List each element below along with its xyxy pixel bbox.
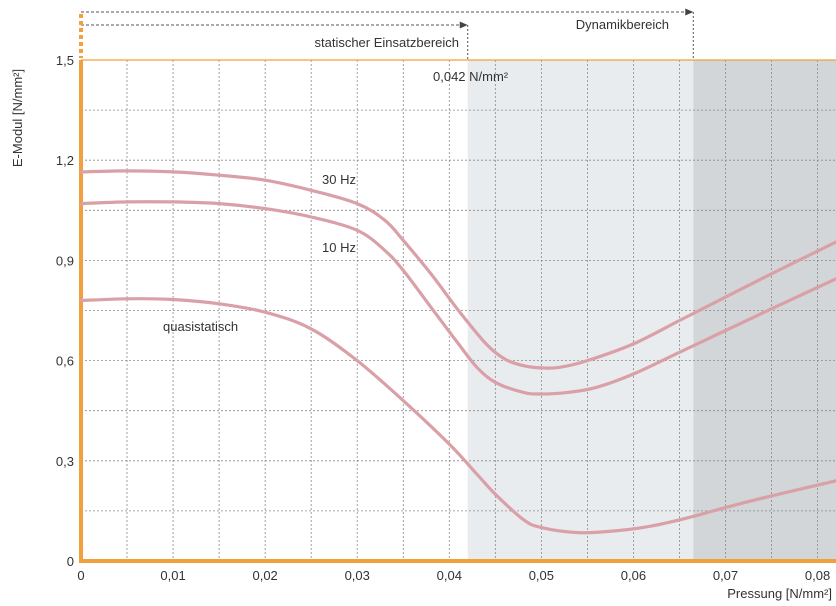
x-tick-label: 0,03	[345, 568, 370, 583]
x-tick-label: 0,07	[713, 568, 738, 583]
series-label-quasistatisch: quasistatisch	[163, 319, 238, 334]
series-line-30-hz	[79, 169, 836, 370]
dynamic-range-label: Dynamikbereich	[576, 17, 669, 32]
y-tick-label: 1,2	[56, 153, 74, 168]
y-tick-label: 0,9	[56, 253, 74, 268]
x-tick-label: 0,05	[529, 568, 554, 583]
series-label-30hz: 30 Hz	[322, 172, 356, 187]
y-tick-label: 0	[67, 554, 74, 569]
x-axis-title: Pressung [N/mm²]	[727, 586, 832, 601]
x-tick-label: 0	[77, 568, 84, 583]
threshold-annotation: 0,042 N/mm²	[433, 69, 509, 84]
y-tick-label: 1,5	[56, 53, 74, 68]
static-range-label: statischer Einsatzbereich	[314, 35, 459, 50]
x-tick-label: 0,06	[621, 568, 646, 583]
range-indicators	[81, 8, 694, 60]
grid	[81, 59, 836, 561]
x-tick-label: 0,01	[160, 568, 185, 583]
x-tick-label: 0,02	[252, 568, 277, 583]
series-label-10hz: 10 Hz	[322, 240, 356, 255]
y-tick-label: 0,6	[56, 354, 74, 369]
static-range-arrowhead	[459, 21, 468, 29]
series-line-10-hz	[79, 200, 836, 396]
series-line-quasistatisch	[79, 297, 836, 535]
x-tick-label: 0,08	[805, 568, 830, 583]
x-tick-label: 0,04	[437, 568, 462, 583]
dynamic-range-arrowhead	[685, 8, 694, 16]
tick-labels: 0 0,01 0,02 0,03 0,04 0,05 0,06 0,07 0,08 0 0,3 0,6…	[56, 53, 830, 583]
y-tick-label: 0,3	[56, 454, 74, 469]
curves	[79, 169, 836, 535]
y-axis-title: E-Modul [N/mm²]	[10, 69, 25, 167]
